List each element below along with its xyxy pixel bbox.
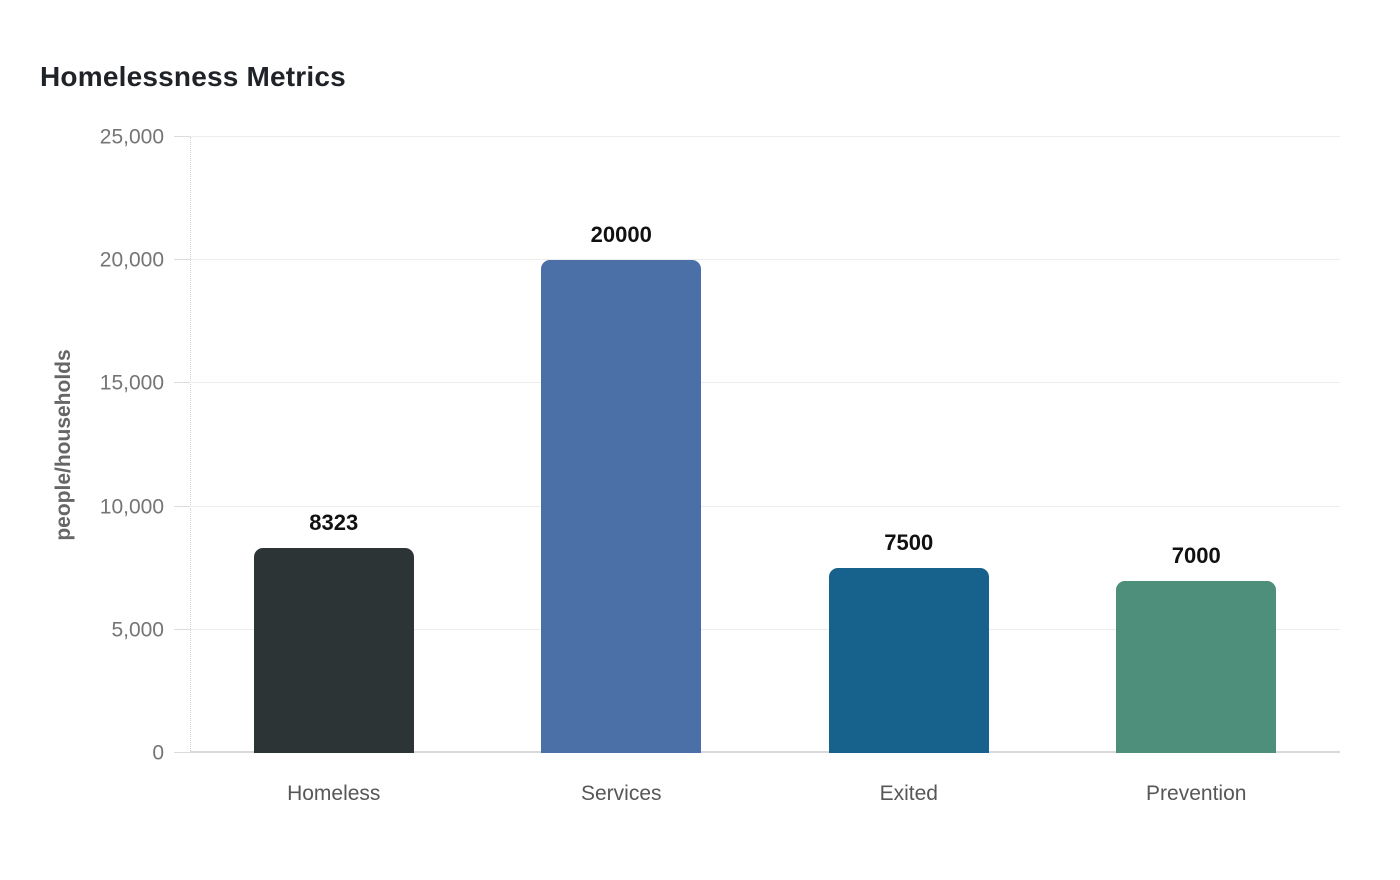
y-tick-mark [174,505,190,507]
gridline [190,505,1340,507]
gridline [190,382,1340,384]
bar-prevention [1116,580,1277,753]
x-category-label: Exited [879,782,938,805]
chart-title: Homelessness Metrics [40,61,346,92]
bar-value-label: 7500 [884,530,934,556]
bar-value-label: 7000 [1171,542,1221,568]
bar-homeless [253,547,414,753]
y-tick-label: 15,000 [99,371,164,395]
bar-services [541,260,702,753]
x-category-label: Homeless [287,782,381,805]
x-axis-labels: Homeless Services Exited Prevention [190,781,1340,813]
y-tick-mark [174,259,190,261]
y-axis-line [190,137,191,753]
y-tick-label: 20,000 [99,248,164,272]
gridline [190,136,1340,137]
y-tick-mark [174,136,190,137]
y-tick-label: 25,000 [99,125,164,149]
bar-exited [828,568,989,753]
y-tick-label: 10,000 [99,495,164,519]
bar-value-label: 20000 [590,222,652,248]
y-tick-mark [174,752,190,753]
bar-value-label: 8323 [309,509,359,535]
y-tick-label: 0 [152,741,164,765]
gridline [190,259,1340,261]
x-category-label: Services [580,782,662,805]
x-category-label: Prevention [1146,782,1247,805]
plot-area: 0 5,000 10,000 15,000 20,000 25,000 8323 20000 7… [100,127,1340,764]
gridline [190,628,1340,630]
y-tick-label: 5,000 [111,618,164,642]
y-tick-mark [174,382,190,384]
y-tick-mark [174,628,190,630]
x-axis-baseline [190,751,1340,753]
y-axis-title: people/households [52,349,75,541]
